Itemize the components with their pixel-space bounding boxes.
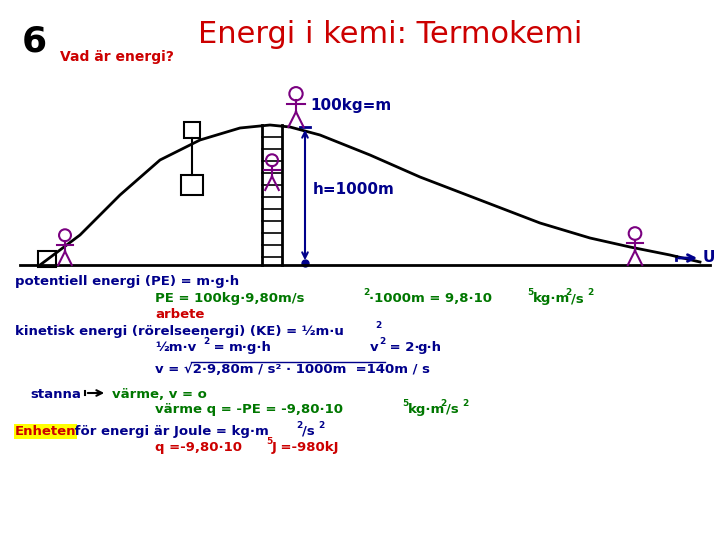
Text: 5: 5 bbox=[402, 399, 408, 408]
Text: Enheten: Enheten bbox=[15, 425, 76, 438]
Bar bbox=[38, 251, 56, 267]
Text: 5: 5 bbox=[266, 437, 272, 446]
Bar bbox=[181, 175, 203, 195]
Text: arbete: arbete bbox=[155, 308, 204, 321]
Text: g·h: g·h bbox=[417, 341, 441, 354]
Text: kg·m: kg·m bbox=[533, 292, 570, 305]
Text: 2: 2 bbox=[462, 399, 468, 408]
Text: ½m·v: ½m·v bbox=[155, 341, 197, 354]
Text: stanna: stanna bbox=[30, 388, 81, 401]
Text: U: U bbox=[703, 251, 716, 266]
Bar bbox=[184, 122, 200, 138]
Text: värme q = -PE = -9,80·10: värme q = -PE = -9,80·10 bbox=[155, 403, 343, 416]
Text: 2: 2 bbox=[587, 288, 593, 297]
Text: /s: /s bbox=[446, 403, 459, 416]
Text: J =-980kJ: J =-980kJ bbox=[272, 441, 340, 454]
Text: 2: 2 bbox=[379, 337, 385, 346]
Text: 5: 5 bbox=[527, 288, 534, 297]
Text: =: = bbox=[209, 341, 229, 354]
Text: kinetisk energi (rörelseenergi) (KE) = ½m·u: kinetisk energi (rörelseenergi) (KE) = ½… bbox=[15, 325, 344, 338]
Text: 2: 2 bbox=[296, 421, 302, 430]
Text: /s: /s bbox=[302, 425, 315, 438]
Text: PE = 100kg·9,80m/s: PE = 100kg·9,80m/s bbox=[155, 292, 305, 305]
Text: Energi i kemi: Termokemi: Energi i kemi: Termokemi bbox=[198, 20, 582, 49]
Text: värme, v = o: värme, v = o bbox=[112, 388, 207, 401]
Text: Vad är energi?: Vad är energi? bbox=[60, 50, 174, 64]
Text: 2: 2 bbox=[318, 421, 324, 430]
Text: /s: /s bbox=[571, 292, 584, 305]
Text: 6: 6 bbox=[22, 25, 47, 59]
Text: kg·m: kg·m bbox=[408, 403, 445, 416]
Text: 2: 2 bbox=[565, 288, 571, 297]
Text: v: v bbox=[370, 341, 379, 354]
Text: = 2·: = 2· bbox=[385, 341, 420, 354]
Text: q =-9,80·10: q =-9,80·10 bbox=[155, 441, 242, 454]
Text: 2: 2 bbox=[203, 337, 210, 346]
Text: 2: 2 bbox=[440, 399, 446, 408]
Text: ·1000m = 9,8·10: ·1000m = 9,8·10 bbox=[369, 292, 492, 305]
Text: potentiell energi (PE) = m·g·h: potentiell energi (PE) = m·g·h bbox=[15, 275, 239, 288]
Text: för energi är Joule = kg·m: för energi är Joule = kg·m bbox=[70, 425, 269, 438]
Text: 100kg=m: 100kg=m bbox=[310, 98, 391, 113]
Text: m·g·h: m·g·h bbox=[229, 341, 272, 354]
Text: v = √2·9,80m / s² · 1000m  =140m / s: v = √2·9,80m / s² · 1000m =140m / s bbox=[155, 363, 430, 376]
Text: h=1000m: h=1000m bbox=[313, 183, 395, 198]
Text: 2: 2 bbox=[375, 321, 382, 330]
Text: 2: 2 bbox=[363, 288, 369, 297]
